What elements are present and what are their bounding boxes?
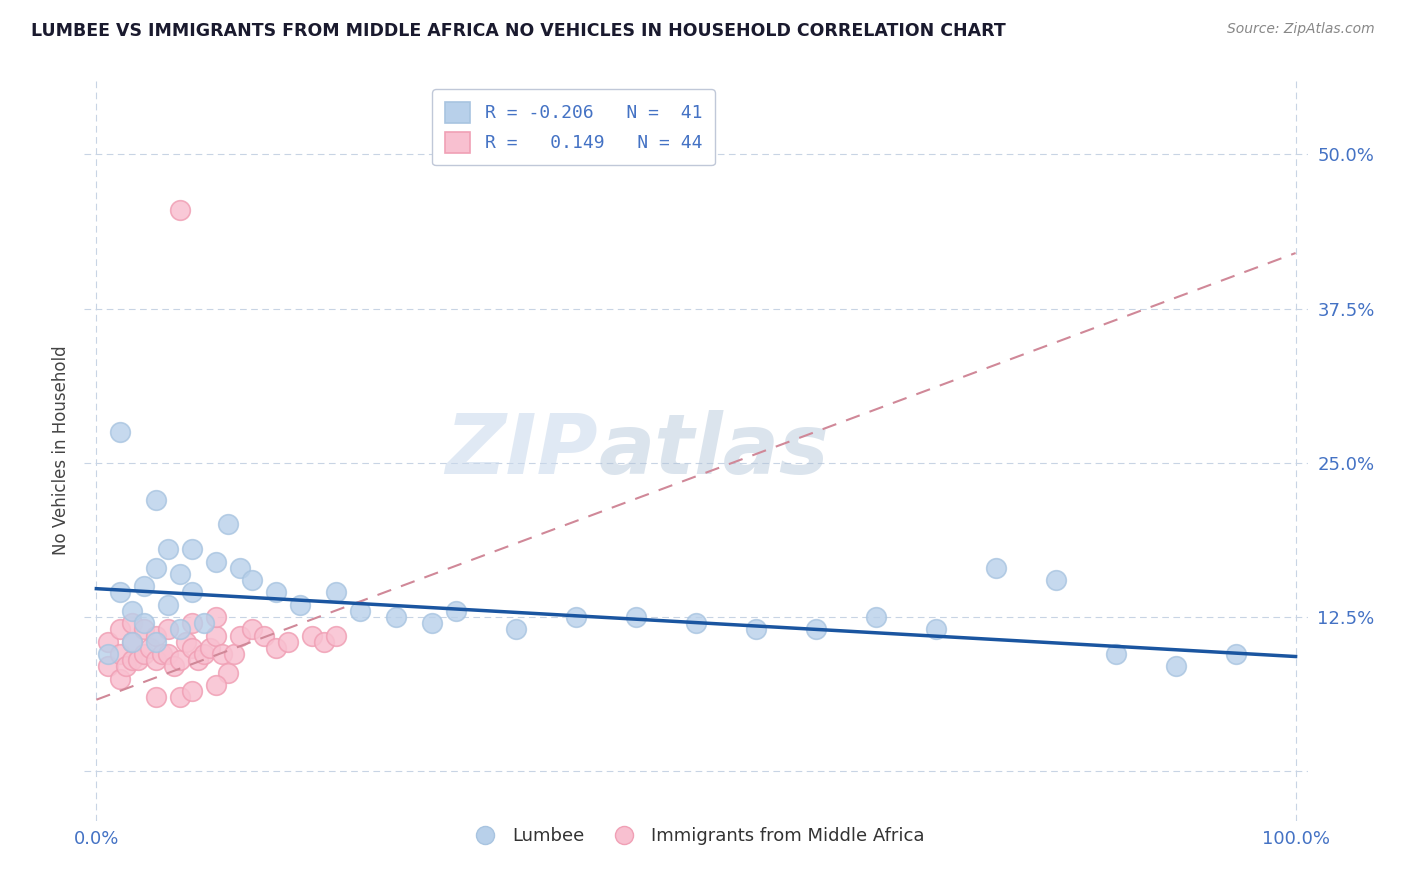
Point	[145, 560, 167, 574]
Point	[205, 629, 228, 643]
Point	[134, 616, 156, 631]
Point	[325, 585, 347, 599]
Point	[925, 623, 948, 637]
Point	[325, 629, 347, 643]
Point	[1164, 659, 1187, 673]
Point	[174, 634, 197, 648]
Point	[169, 623, 191, 637]
Point	[444, 604, 467, 618]
Point	[181, 616, 204, 631]
Point	[181, 640, 204, 655]
Point	[134, 579, 156, 593]
Point	[420, 616, 443, 631]
Point	[145, 629, 167, 643]
Point	[264, 640, 287, 655]
Point	[187, 653, 209, 667]
Point	[145, 492, 167, 507]
Point	[169, 690, 191, 705]
Point	[240, 623, 263, 637]
Point	[685, 616, 707, 631]
Point	[150, 647, 173, 661]
Point	[314, 634, 336, 648]
Legend: Lumbee, Immigrants from Middle Africa: Lumbee, Immigrants from Middle Africa	[460, 820, 932, 853]
Point	[1045, 573, 1067, 587]
Point	[157, 623, 180, 637]
Point	[181, 684, 204, 698]
Point	[157, 647, 180, 661]
Point	[745, 623, 768, 637]
Point	[145, 653, 167, 667]
Point	[865, 610, 887, 624]
Point	[181, 542, 204, 557]
Point	[134, 623, 156, 637]
Point	[97, 659, 120, 673]
Point	[277, 634, 299, 648]
Point	[121, 604, 143, 618]
Point	[157, 542, 180, 557]
Point	[97, 634, 120, 648]
Text: atlas: atlas	[598, 410, 828, 491]
Point	[121, 616, 143, 631]
Point	[163, 659, 186, 673]
Point	[110, 623, 132, 637]
Point	[169, 566, 191, 581]
Point	[229, 629, 252, 643]
Point	[193, 616, 215, 631]
Point	[205, 610, 228, 624]
Point	[211, 647, 233, 661]
Point	[1225, 647, 1247, 661]
Point	[804, 623, 827, 637]
Point	[264, 585, 287, 599]
Point	[145, 634, 167, 648]
Text: ZIP: ZIP	[446, 410, 598, 491]
Point	[217, 517, 239, 532]
Y-axis label: No Vehicles in Household: No Vehicles in Household	[52, 345, 70, 556]
Point	[253, 629, 276, 643]
Point	[121, 653, 143, 667]
Point	[229, 560, 252, 574]
Point	[505, 623, 527, 637]
Text: LUMBEE VS IMMIGRANTS FROM MIDDLE AFRICA NO VEHICLES IN HOUSEHOLD CORRELATION CHA: LUMBEE VS IMMIGRANTS FROM MIDDLE AFRICA …	[31, 22, 1005, 40]
Point	[115, 659, 138, 673]
Point	[301, 629, 323, 643]
Point	[200, 640, 222, 655]
Point	[110, 425, 132, 439]
Point	[217, 665, 239, 680]
Point	[205, 678, 228, 692]
Text: Source: ZipAtlas.com: Source: ZipAtlas.com	[1227, 22, 1375, 37]
Point	[121, 634, 143, 648]
Point	[565, 610, 588, 624]
Point	[624, 610, 647, 624]
Point	[193, 647, 215, 661]
Point	[224, 647, 246, 661]
Point	[984, 560, 1007, 574]
Point	[169, 653, 191, 667]
Point	[121, 634, 143, 648]
Point	[97, 647, 120, 661]
Point	[181, 585, 204, 599]
Point	[349, 604, 371, 618]
Point	[1105, 647, 1128, 661]
Point	[290, 598, 312, 612]
Point	[145, 690, 167, 705]
Point	[110, 585, 132, 599]
Point	[110, 672, 132, 686]
Point	[110, 647, 132, 661]
Point	[385, 610, 408, 624]
Point	[134, 647, 156, 661]
Point	[240, 573, 263, 587]
Point	[205, 554, 228, 569]
Point	[139, 640, 162, 655]
Point	[169, 202, 191, 217]
Point	[157, 598, 180, 612]
Point	[127, 653, 149, 667]
